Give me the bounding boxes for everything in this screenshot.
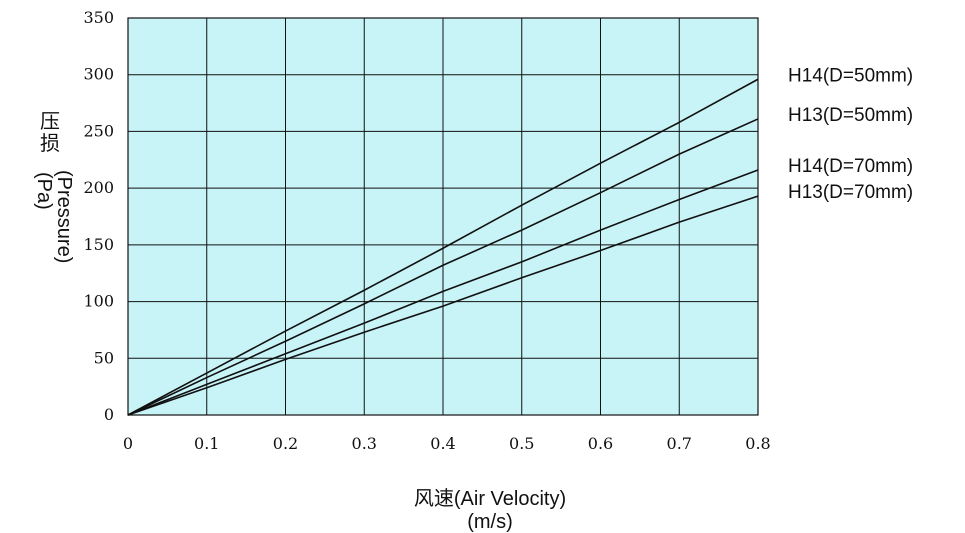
- x-axis-ticks: 0 0.1 0.2 0.3 0.4 0.5 0.6 0.7 0.8: [123, 434, 771, 453]
- y-axis-title: (Pressure): [53, 170, 75, 263]
- x-tick-label: 0.7: [667, 434, 692, 453]
- x-tick-label: 0.1: [194, 434, 219, 453]
- legend-label: H14(D=50mm): [788, 65, 913, 86]
- series-line: [127, 195, 759, 416]
- x-tick-label: 0.2: [273, 434, 298, 453]
- y-tick-label: 150: [83, 235, 114, 254]
- legend-label: H13(D=50mm): [788, 105, 913, 126]
- series-line: [127, 118, 759, 416]
- x-tick-label: 0.4: [430, 434, 455, 453]
- y-tick-label: 200: [83, 178, 114, 197]
- y-axis-title-chinese: 压损: [40, 111, 60, 155]
- series-line: [127, 78, 759, 416]
- y-axis-unit: (Pa): [33, 172, 55, 210]
- y-tick-label: 100: [83, 292, 114, 311]
- y-tick-label: 250: [83, 121, 114, 140]
- x-tick-label: 0.3: [352, 434, 377, 453]
- y-tick-label: 300: [83, 65, 114, 84]
- legend-label: H13(D=70mm): [788, 182, 913, 203]
- x-tick-label: 0: [123, 434, 133, 453]
- y-tick-label: 0: [104, 405, 114, 424]
- x-tick-label: 0.8: [745, 434, 770, 453]
- x-axis-title: 风速(Air Velocity): [414, 487, 566, 510]
- x-tick-label: 0.6: [588, 434, 613, 453]
- x-tick-label: 0.5: [509, 434, 534, 453]
- grid-lines: [128, 18, 758, 415]
- legend-label: H14(D=70mm): [788, 156, 913, 177]
- y-tick-label: 350: [83, 8, 114, 27]
- x-axis-unit: (m/s): [467, 511, 513, 533]
- y-tick-label: 50: [94, 348, 114, 367]
- legend: H14(D=50mm) H13(D=50mm) H14(D=70mm) H13(D=7…: [788, 65, 913, 203]
- series-line: [127, 169, 759, 416]
- series-lines: [127, 78, 759, 416]
- y-axis-ticks: 0 50 100 150 200 250 300 350: [83, 8, 114, 424]
